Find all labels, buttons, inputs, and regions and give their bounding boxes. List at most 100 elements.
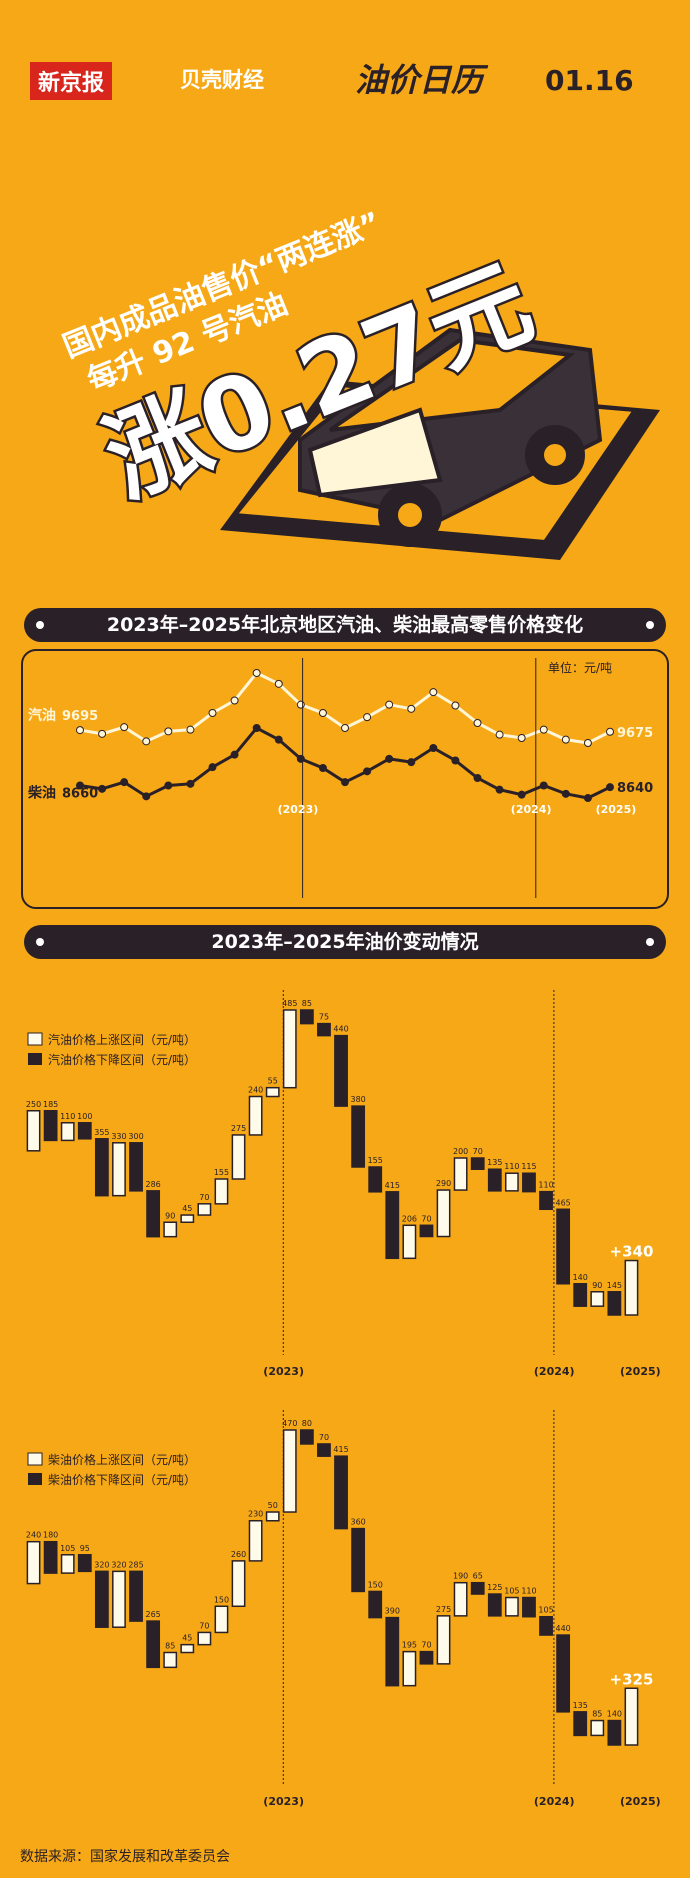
down-bar xyxy=(419,1224,434,1238)
price-point xyxy=(407,704,416,713)
price-point xyxy=(451,756,460,765)
value-label: 145 xyxy=(607,1281,622,1290)
value-label: 70 xyxy=(199,1193,209,1202)
value-label: 180 xyxy=(43,1531,58,1540)
down-bar xyxy=(129,1570,143,1622)
up-bar xyxy=(180,1214,195,1224)
value-label: 70 xyxy=(199,1621,209,1630)
price-point xyxy=(517,734,526,742)
down-bar xyxy=(334,1034,348,1107)
down-bar xyxy=(368,1166,383,1193)
down-bar xyxy=(43,1110,58,1142)
start-label: 8660 xyxy=(62,787,98,802)
down-bar xyxy=(43,1540,58,1574)
up-bar xyxy=(60,1122,75,1142)
year-label: (2024) xyxy=(511,803,552,816)
price-point xyxy=(274,735,283,744)
up-bar xyxy=(197,1631,212,1646)
value-label: 70 xyxy=(421,1214,431,1223)
year-label: (2025) xyxy=(620,1365,661,1378)
price-line xyxy=(79,726,611,800)
value-label: 80 xyxy=(302,1419,312,1428)
value-label: 286 xyxy=(145,1180,160,1189)
value-label: 105 xyxy=(504,1587,519,1596)
price-point xyxy=(473,774,482,782)
price-point xyxy=(296,754,305,763)
price-point xyxy=(429,688,438,697)
down-bar xyxy=(607,1719,622,1746)
down-bar xyxy=(94,1138,109,1197)
price-point xyxy=(252,724,261,732)
value-label: 50 xyxy=(268,1501,278,1510)
brand-logo: 贝壳财经 xyxy=(180,68,264,92)
down-bar xyxy=(573,1283,588,1307)
line-chart: 单位：元/吨汽油 9695 9675 柴油 8660 8640 (2023) (2024) (2… xyxy=(21,649,669,909)
price-point xyxy=(230,750,239,759)
value-label: 415 xyxy=(385,1181,400,1190)
value-label: 155 xyxy=(368,1156,383,1165)
value-label: 265 xyxy=(145,1610,160,1619)
down-bar xyxy=(539,1190,553,1211)
price-point xyxy=(451,701,460,710)
legend-label: 汽油价格上涨区间（元/吨） xyxy=(48,1032,196,1047)
up-bar xyxy=(112,1142,126,1197)
value-label: 206 xyxy=(402,1214,417,1223)
up-bar xyxy=(163,1221,178,1238)
value-label: 155 xyxy=(214,1168,229,1177)
value-label: 85 xyxy=(302,999,312,1008)
value-label: 360 xyxy=(350,1518,365,1527)
value-label: 105 xyxy=(538,1606,553,1615)
value-label: 355 xyxy=(94,1128,109,1137)
column-title: 油价日历 xyxy=(355,61,484,99)
hero: 国内成品油售价“两连涨” 每升 92 号汽油 涨0.27元 xyxy=(58,206,660,560)
year-label: (2025) xyxy=(620,1795,661,1808)
down-bar xyxy=(487,1593,502,1617)
price-point xyxy=(363,713,372,722)
value-label: +325 xyxy=(610,1670,654,1688)
price-point xyxy=(120,778,129,787)
price-point xyxy=(363,767,372,776)
price-point xyxy=(142,737,151,746)
value-label: 465 xyxy=(555,1198,570,1207)
down-bar xyxy=(299,1429,314,1445)
price-point xyxy=(164,781,173,790)
up-bar xyxy=(248,1519,263,1562)
up-bar xyxy=(231,1134,246,1180)
value-label: 240 xyxy=(26,1531,41,1540)
up-bar xyxy=(26,1110,41,1152)
up-bar xyxy=(282,1429,297,1513)
price-point xyxy=(274,679,283,688)
price-point xyxy=(252,669,261,677)
down-bar xyxy=(94,1570,109,1628)
price-point xyxy=(495,785,504,794)
value-label: 320 xyxy=(111,1560,126,1569)
end-label: 8640 xyxy=(617,781,653,796)
price-point xyxy=(495,730,504,739)
up-bar xyxy=(163,1651,178,1669)
value-label: 330 xyxy=(111,1132,126,1141)
down-bar xyxy=(539,1615,553,1636)
price-point xyxy=(561,735,570,744)
value-label: 140 xyxy=(573,1273,588,1282)
legend-swatch xyxy=(28,1053,42,1065)
up-bar xyxy=(436,1189,451,1238)
value-label: 100 xyxy=(77,1112,92,1121)
up-bar xyxy=(248,1095,263,1136)
price-point xyxy=(429,744,438,752)
value-label: 45 xyxy=(182,1204,192,1213)
price-point xyxy=(606,783,614,792)
year-label: (2024) xyxy=(534,1365,575,1378)
down-bar xyxy=(385,1616,400,1687)
down-bar xyxy=(299,1009,314,1025)
value-label: 85 xyxy=(592,1710,602,1719)
price-point xyxy=(76,781,84,790)
up-bar xyxy=(436,1615,451,1665)
up-bar xyxy=(265,1511,280,1522)
value-label: 110 xyxy=(538,1181,553,1190)
up-bar xyxy=(624,1259,639,1316)
value-label: 85 xyxy=(165,1642,175,1651)
down-bar xyxy=(487,1168,502,1192)
year-label: (2023) xyxy=(263,1365,304,1378)
